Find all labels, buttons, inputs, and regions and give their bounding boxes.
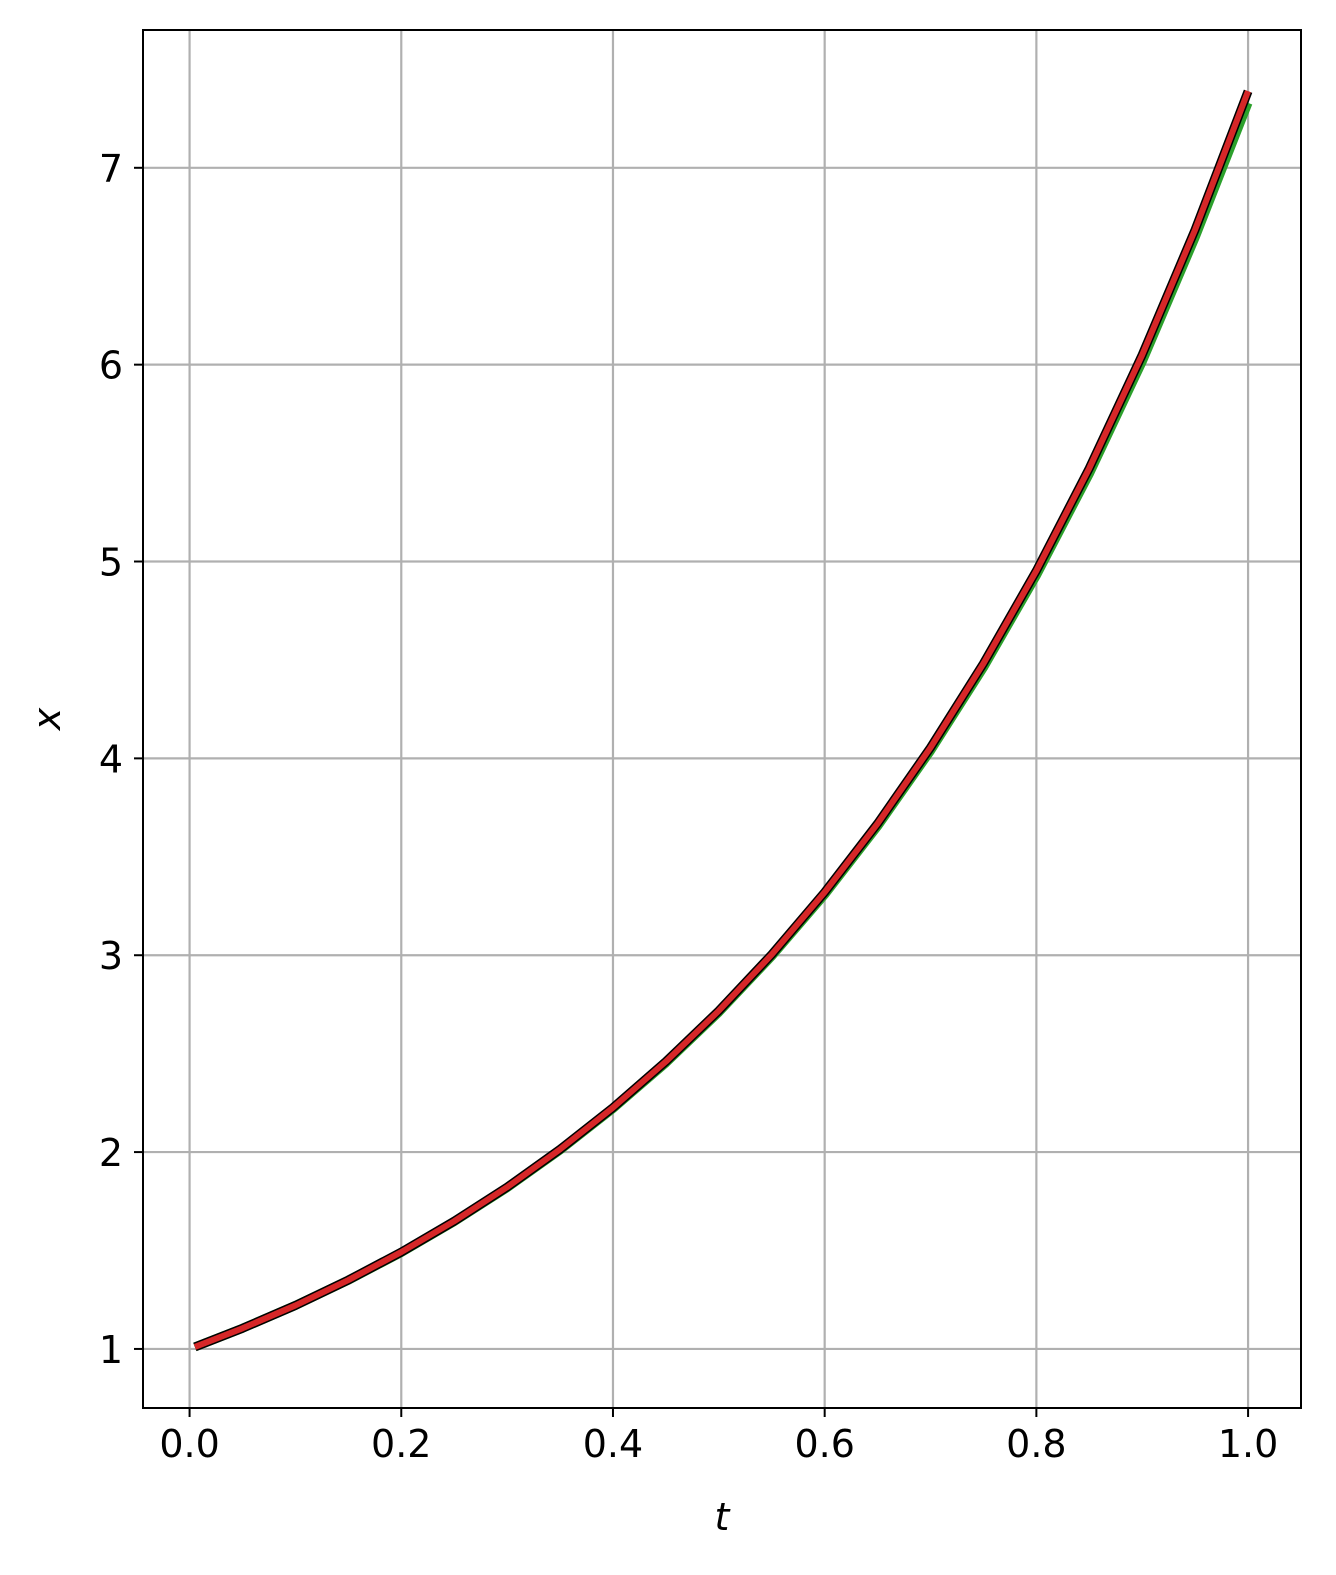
series-line-red bbox=[193, 90, 1251, 1350]
y-tick-label: 6 bbox=[99, 344, 123, 388]
y-tick-label: 2 bbox=[99, 1131, 123, 1175]
y-tick-label: 3 bbox=[99, 934, 123, 978]
y-tick-label: 5 bbox=[99, 541, 123, 585]
y-axis-label: x bbox=[25, 707, 69, 731]
y-tick-label: 1 bbox=[99, 1328, 123, 1372]
y-tick-label: 7 bbox=[99, 147, 123, 191]
y-tick-label: 4 bbox=[99, 737, 123, 781]
x-tick-label: 0.8 bbox=[1006, 1422, 1066, 1466]
x-ticks: 0.0 0.2 0.4 0.6 0.8 1.0 bbox=[159, 1408, 1278, 1466]
x-tick-label: 0.2 bbox=[371, 1422, 431, 1466]
x-tick-label: 0.0 bbox=[159, 1422, 219, 1466]
x-tick-label: 0.6 bbox=[794, 1422, 854, 1466]
x-axis-label: t bbox=[715, 1495, 732, 1539]
x-tick-label: 0.4 bbox=[583, 1422, 643, 1466]
y-ticks: 1 2 3 4 5 6 7 bbox=[99, 147, 143, 1372]
series-layer bbox=[193, 89, 1253, 1352]
grid bbox=[143, 30, 1301, 1408]
plot-frame bbox=[142, 29, 1302, 1409]
x-tick-label: 1.0 bbox=[1218, 1422, 1278, 1466]
